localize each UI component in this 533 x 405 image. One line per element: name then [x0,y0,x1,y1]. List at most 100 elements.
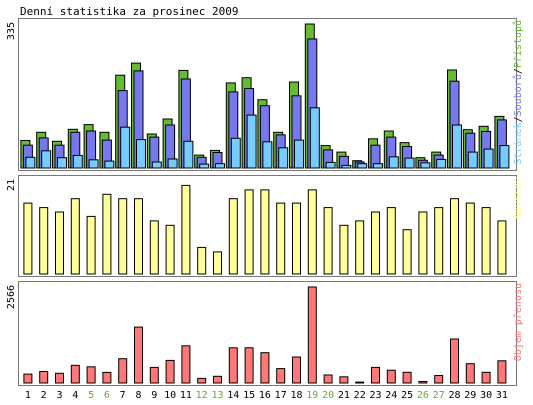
bar-kbytes-objem-přenosu-day-6 [102,371,112,384]
bar-kbytes-objem-přenosu-day-8 [134,326,143,384]
bar-kbytes-objem-přenosu-day-9 [149,366,159,384]
bar-visits-návštěv-day-15 [244,189,254,275]
bar-kbytes-objem-přenosu-day-20 [323,374,333,384]
bar-visits-návštěv-day-18 [292,202,301,275]
bar-kbytes-objem-přenosu-day-28 [450,338,459,384]
bar-traffic-stránek-day-11 [183,140,194,169]
x-tick-label-day-27: 27 [433,390,445,401]
bar-visits-návštěv-day-31 [497,220,507,275]
bar-visits-návštěv-day-6 [102,193,112,275]
bar-kbytes-objem-přenosu-day-4 [70,364,80,384]
bar-traffic-stránek-day-13 [215,163,225,169]
bar-kbytes-objem-přenosu-day-2 [39,371,49,384]
bar-traffic-stránek-day-8 [136,139,146,169]
bar-kbytes-objem-přenosu-day-7 [118,358,128,384]
bar-visits-návštěv-day-13 [213,251,222,275]
chart-title: Denní statistika za prosinec 2009 [20,5,239,18]
bar-kbytes-objem-přenosu-day-30 [481,371,491,384]
legend-part-visits-0: Návštěv [512,177,524,219]
bar-traffic-stránek-day-1 [25,156,36,169]
x-tick-label-day-25: 25 [401,390,413,401]
bar-visits-návštěv-day-10 [165,224,175,275]
x-tick-label-day-10: 10 [164,390,176,401]
bar-traffic-stránek-day-16 [262,141,273,169]
bar-traffic-stránek-day-25 [404,157,415,169]
bar-kbytes-objem-přenosu-day-23 [371,366,380,384]
bar-visits-návštěv-day-9 [149,220,159,275]
bar-traffic-stránek-day-22 [357,163,368,169]
legend-part-kbytes-0: Objem přenosu [512,283,524,361]
panel-visits: 21 Návštěv [6,175,524,277]
legend-part-traffic-4: Přístupů [512,20,524,68]
bar-visits-návštěv-day-7 [118,198,128,275]
bar-visits-návštěv-day-11 [181,184,191,275]
bar-visits-návštěv-day-20 [323,207,333,275]
bar-visits-návštěv-day-19 [307,189,317,275]
bar-traffic-stránek-day-27 [436,158,447,169]
bar-visits-návštěv-day-2 [39,207,49,275]
bar-visits-návštěv-day-29 [465,202,475,275]
x-tick-label-day-14: 14 [227,390,239,401]
x-tick-label-day-2: 2 [41,390,47,401]
bar-kbytes-objem-přenosu-day-10 [165,359,175,384]
bar-kbytes-objem-přenosu-day-21 [339,376,349,384]
bar-visits-návštěv-day-23 [371,211,380,275]
x-tick-label-day-4: 4 [72,390,78,401]
y-max-label-visits: 21 [6,179,17,191]
bar-traffic-stránek-day-21 [341,164,352,169]
bar-visits-návštěv-day-27 [434,207,444,275]
bar-kbytes-objem-přenosu-day-29 [465,363,475,384]
bar-traffic-stránek-day-10 [167,158,178,169]
bar-kbytes-objem-přenosu-day-12 [197,377,207,384]
bar-kbytes-objem-přenosu-day-14 [228,347,238,384]
bar-kbytes-objem-přenosu-day-27 [434,375,444,384]
bar-traffic-stránek-day-7 [120,126,131,169]
x-tick-label-day-11: 11 [180,390,192,401]
legend-part-traffic-2: Souborů [512,74,524,116]
bar-visits-návštěv-day-16 [260,189,270,275]
x-tick-label-day-29: 29 [464,390,476,401]
x-tick-label-day-9: 9 [151,390,157,401]
x-tick-label-day-13: 13 [211,390,223,401]
x-tick-label-day-19: 19 [306,390,318,401]
x-tick-label-day-28: 28 [448,390,460,401]
x-tick-label-day-22: 22 [354,390,366,401]
legend-part-traffic-1: / [513,116,524,122]
x-tick-label-day-6: 6 [104,390,110,401]
bar-traffic-stránek-day-14 [230,137,241,169]
bar-visits-návštěv-day-30 [481,207,491,275]
bar-visits-návštěv-day-25 [402,229,412,275]
bar-kbytes-objem-přenosu-day-26 [418,381,428,384]
bar-visits-návštěv-day-4 [70,198,80,275]
bar-traffic-stránek-day-17 [278,147,289,169]
bar-visits-návštěv-day-12 [197,246,207,275]
bar-visits-návštěv-day-3 [55,211,64,275]
bar-visits-návštěv-day-17 [276,202,286,275]
x-tick-label-day-21: 21 [338,390,350,401]
bar-traffic-stránek-day-12 [199,163,210,169]
bar-visits-návštěv-day-24 [386,207,396,275]
bar-kbytes-objem-přenosu-day-11 [181,345,191,384]
bar-visits-návštěv-day-21 [339,224,349,275]
bar-kbytes-objem-přenosu-day-17 [276,368,286,384]
legend-label-kbytes: Objem přenosu [512,283,524,361]
x-tick-label-day-1: 1 [25,390,31,401]
x-tick-label-day-30: 30 [480,390,492,401]
bar-traffic-stránek-day-30 [483,148,494,169]
bar-traffic-stránek-day-23 [373,163,383,169]
x-tick-label-day-3: 3 [56,390,62,401]
bar-traffic-stránek-day-24 [388,156,399,169]
bar-traffic-stránek-day-20 [325,161,336,169]
bar-kbytes-objem-přenosu-day-1 [23,373,33,384]
bar-traffic-stránek-day-18 [294,139,304,169]
bar-traffic-stránek-day-6 [104,160,115,169]
bar-kbytes-objem-přenosu-day-22 [355,381,365,384]
bar-traffic-stránek-day-15 [246,114,257,169]
y-max-label-kbytes: 2566 [6,285,17,309]
bar-traffic-stránek-day-5 [88,159,99,169]
bar-visits-návštěv-day-14 [228,198,238,275]
bar-kbytes-objem-přenosu-day-19 [307,286,317,384]
x-tick-label-day-8: 8 [135,390,141,401]
bar-kbytes-objem-přenosu-day-15 [244,347,254,384]
